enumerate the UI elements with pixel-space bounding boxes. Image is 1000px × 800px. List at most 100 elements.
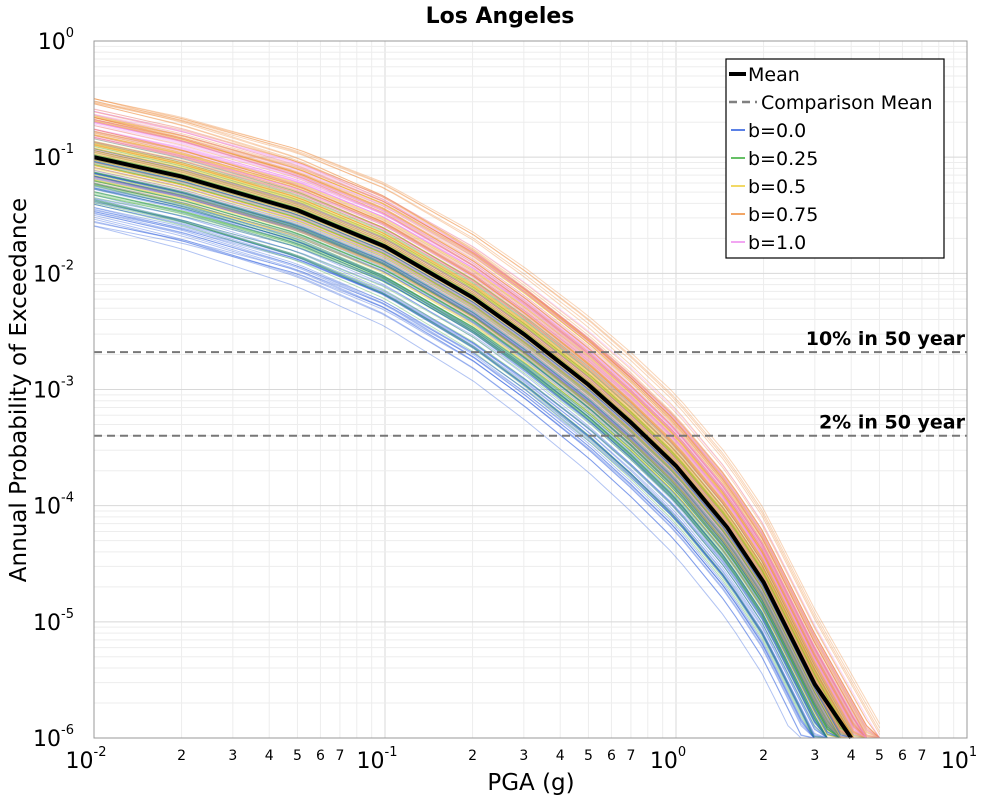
- branch-curve: [93, 172, 841, 739]
- branch-curve: [93, 132, 867, 739]
- branch-curve: [93, 143, 867, 739]
- branch-curve: [93, 115, 880, 739]
- branch-curve: [93, 172, 841, 739]
- branch-curve: [93, 130, 868, 739]
- branch-curve: [93, 184, 828, 739]
- branch-curve: [93, 116, 867, 739]
- branch-curve: [93, 132, 867, 739]
- branch-curve: [93, 187, 841, 739]
- branch-curve: [93, 103, 868, 739]
- branch-curve: [93, 179, 841, 739]
- branch-curve: [93, 113, 881, 739]
- branch-curve: [93, 134, 867, 739]
- reference-line-label: 10% in 50 year: [806, 328, 966, 350]
- branch-curve: [93, 203, 815, 739]
- branch-curve: [93, 177, 841, 739]
- branch-curve: [93, 162, 854, 739]
- branch-curve: [93, 128, 867, 739]
- branch-curve: [93, 98, 881, 739]
- branch-curve: [93, 149, 854, 739]
- branch-curve: [93, 98, 868, 739]
- branch-curve: [93, 121, 868, 739]
- y-tick-label: 10-4: [33, 491, 74, 520]
- x-tick-exponent: 0: [678, 745, 686, 760]
- branch-curve: [93, 161, 854, 739]
- branch-curve: [93, 177, 841, 739]
- branch-curve: [93, 98, 881, 733]
- branch-curve: [93, 216, 815, 739]
- branch-curve: [93, 180, 841, 739]
- branch-curve: [93, 144, 854, 739]
- branch-curve: [93, 141, 867, 739]
- y-tick-exponent: -6: [61, 723, 74, 738]
- branch-curve: [93, 125, 868, 739]
- branch-curve: [93, 159, 854, 739]
- branch-curve: [93, 169, 841, 739]
- branch-curve: [93, 130, 868, 739]
- mean-line: [93, 155, 853, 740]
- branch-curve: [93, 164, 854, 739]
- x-minor-tick-label: 6: [607, 748, 616, 764]
- branch-curve: [93, 172, 841, 739]
- branch-curve: [93, 177, 841, 739]
- x-minor-tick-label: 2: [759, 748, 768, 764]
- branch-curve: [93, 198, 815, 739]
- branch-curve: [93, 168, 841, 739]
- branch-curve: [93, 175, 841, 739]
- legend-label: b=0.25: [748, 148, 818, 170]
- branch-curve: [93, 183, 841, 739]
- branch-curve: [93, 103, 880, 739]
- branch-curve: [93, 167, 841, 739]
- branch-curve: [93, 134, 867, 739]
- branch-curve: [93, 111, 881, 739]
- branch-curve: [93, 108, 881, 739]
- branch-curve: [93, 194, 841, 739]
- y-tick-base: 10: [33, 146, 61, 171]
- branch-curve: [93, 147, 854, 739]
- branch-curve: [93, 175, 841, 739]
- branch-curve: [93, 207, 815, 739]
- branch-curve: [93, 194, 828, 739]
- x-tick-label: 10-2: [66, 745, 107, 774]
- branch-curve: [93, 144, 854, 739]
- mean-curves: [93, 155, 853, 740]
- branch-curve: [93, 191, 828, 739]
- branch-curve: [93, 171, 841, 739]
- branch-curve: [93, 116, 881, 739]
- branch-curve: [93, 136, 867, 739]
- branch-curve: [93, 175, 841, 739]
- branch-curve: [93, 117, 868, 739]
- branch-curve: [93, 176, 841, 739]
- x-minor-tick-label: 4: [847, 748, 856, 764]
- branch-curve: [93, 213, 828, 739]
- branch-curve: [93, 143, 854, 739]
- branch-curve: [93, 178, 841, 739]
- x-minor-tick-label: 3: [810, 748, 819, 764]
- branch-curve: [93, 137, 854, 739]
- branch-curve: [93, 162, 854, 739]
- branch-curve: [93, 140, 867, 739]
- branch-curve: [93, 221, 828, 739]
- branch-curve: [93, 171, 841, 739]
- branch-curve: [93, 135, 867, 739]
- legend-label: b=0.0: [748, 120, 806, 142]
- branch-curve: [93, 136, 854, 739]
- x-minor-tick-label: 7: [335, 748, 344, 764]
- branch-curve: [93, 150, 854, 739]
- branch-curve: [93, 161, 854, 739]
- branch-curve: [93, 173, 841, 739]
- branch-curve: [93, 182, 841, 739]
- branch-curve: [93, 169, 841, 739]
- branch-curve: [93, 183, 828, 739]
- branch-curve: [93, 162, 854, 739]
- branch-curve: [93, 209, 828, 739]
- branch-curve: [93, 164, 854, 739]
- branch-curve: [93, 144, 854, 739]
- x-tick-base: 10: [66, 749, 94, 774]
- branch-curve: [93, 165, 854, 739]
- branch-curve: [93, 197, 841, 739]
- branch-curve: [93, 114, 880, 739]
- x-minor-tick-label: 4: [556, 748, 565, 764]
- branch-curve: [93, 136, 854, 739]
